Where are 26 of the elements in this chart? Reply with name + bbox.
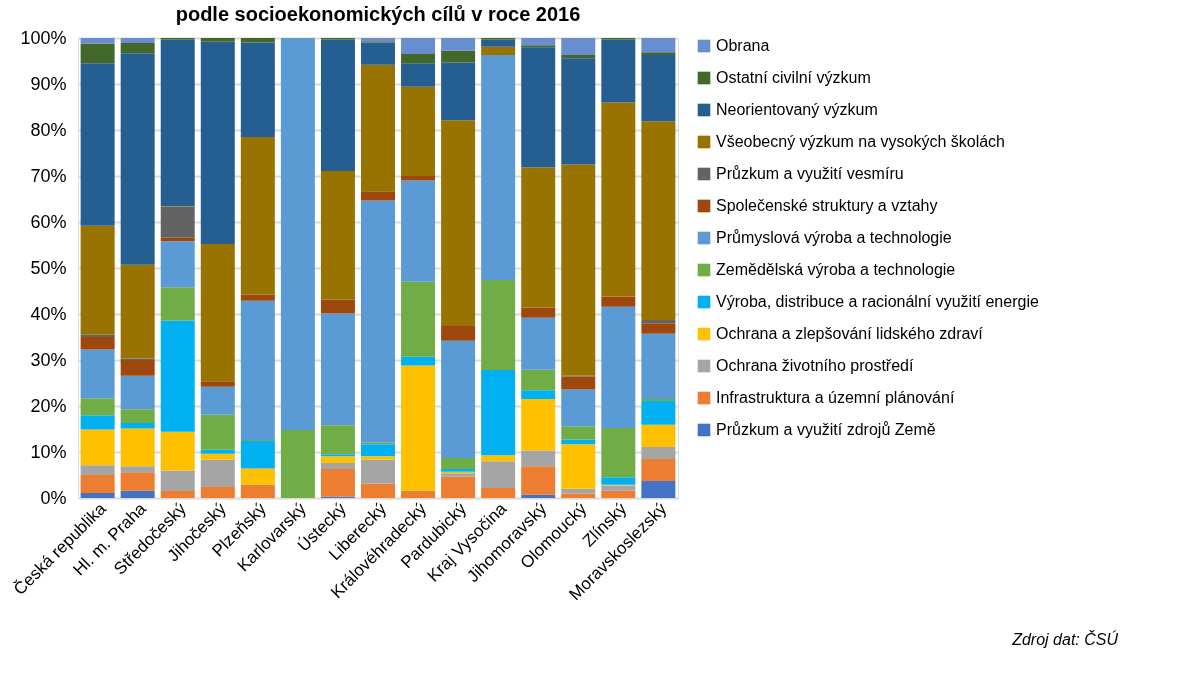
legend-label: Výroba, distribuce a racionální využití energie (716, 293, 1039, 310)
y-tick-label: 80% (30, 119, 67, 140)
legend-label: Průzkum a využití vesmíru (716, 165, 904, 182)
text: Zdroj dat: ČSÚ (1011, 630, 1119, 648)
y-tick-label: 10% (30, 441, 67, 462)
legend-label: Zemědělská výroba a technologie (716, 261, 956, 278)
legend-label: Společenské struktury a vztahy (716, 197, 938, 214)
y-tick-label: 20% (30, 395, 67, 416)
legend-label: Průzkum a využití zdrojů Země (716, 421, 936, 438)
legend-label: Průmyslová výroba a technologie (716, 229, 952, 246)
legend-label: Infrastruktura a územní plánování (716, 389, 955, 406)
y-tick-label: 60% (30, 211, 67, 232)
legend-label: Všeobecný výzkum na vysokých školách (716, 133, 1006, 150)
y-tick-label: 100% (20, 27, 67, 48)
chart-title: podle socioekonomických cílů v roce 2016 (175, 3, 581, 25)
legend-label: Obrana (716, 37, 770, 54)
y-tick-label: 70% (30, 165, 67, 186)
y-tick-label: 30% (30, 349, 67, 370)
legend-label: Neorientovaný výzkum (716, 101, 878, 118)
legend-label: Ochrana a zlepšování lidského zdraví (716, 325, 984, 342)
legend-label: Ostatní civilní výzkum (716, 69, 871, 86)
legend-label: Ochrana životního prostředí (716, 357, 914, 374)
y-tick-label: 40% (30, 303, 67, 324)
y-tick-label: 90% (30, 73, 67, 94)
y-tick-label: 0% (40, 487, 67, 508)
y-tick-label: 50% (30, 257, 67, 278)
